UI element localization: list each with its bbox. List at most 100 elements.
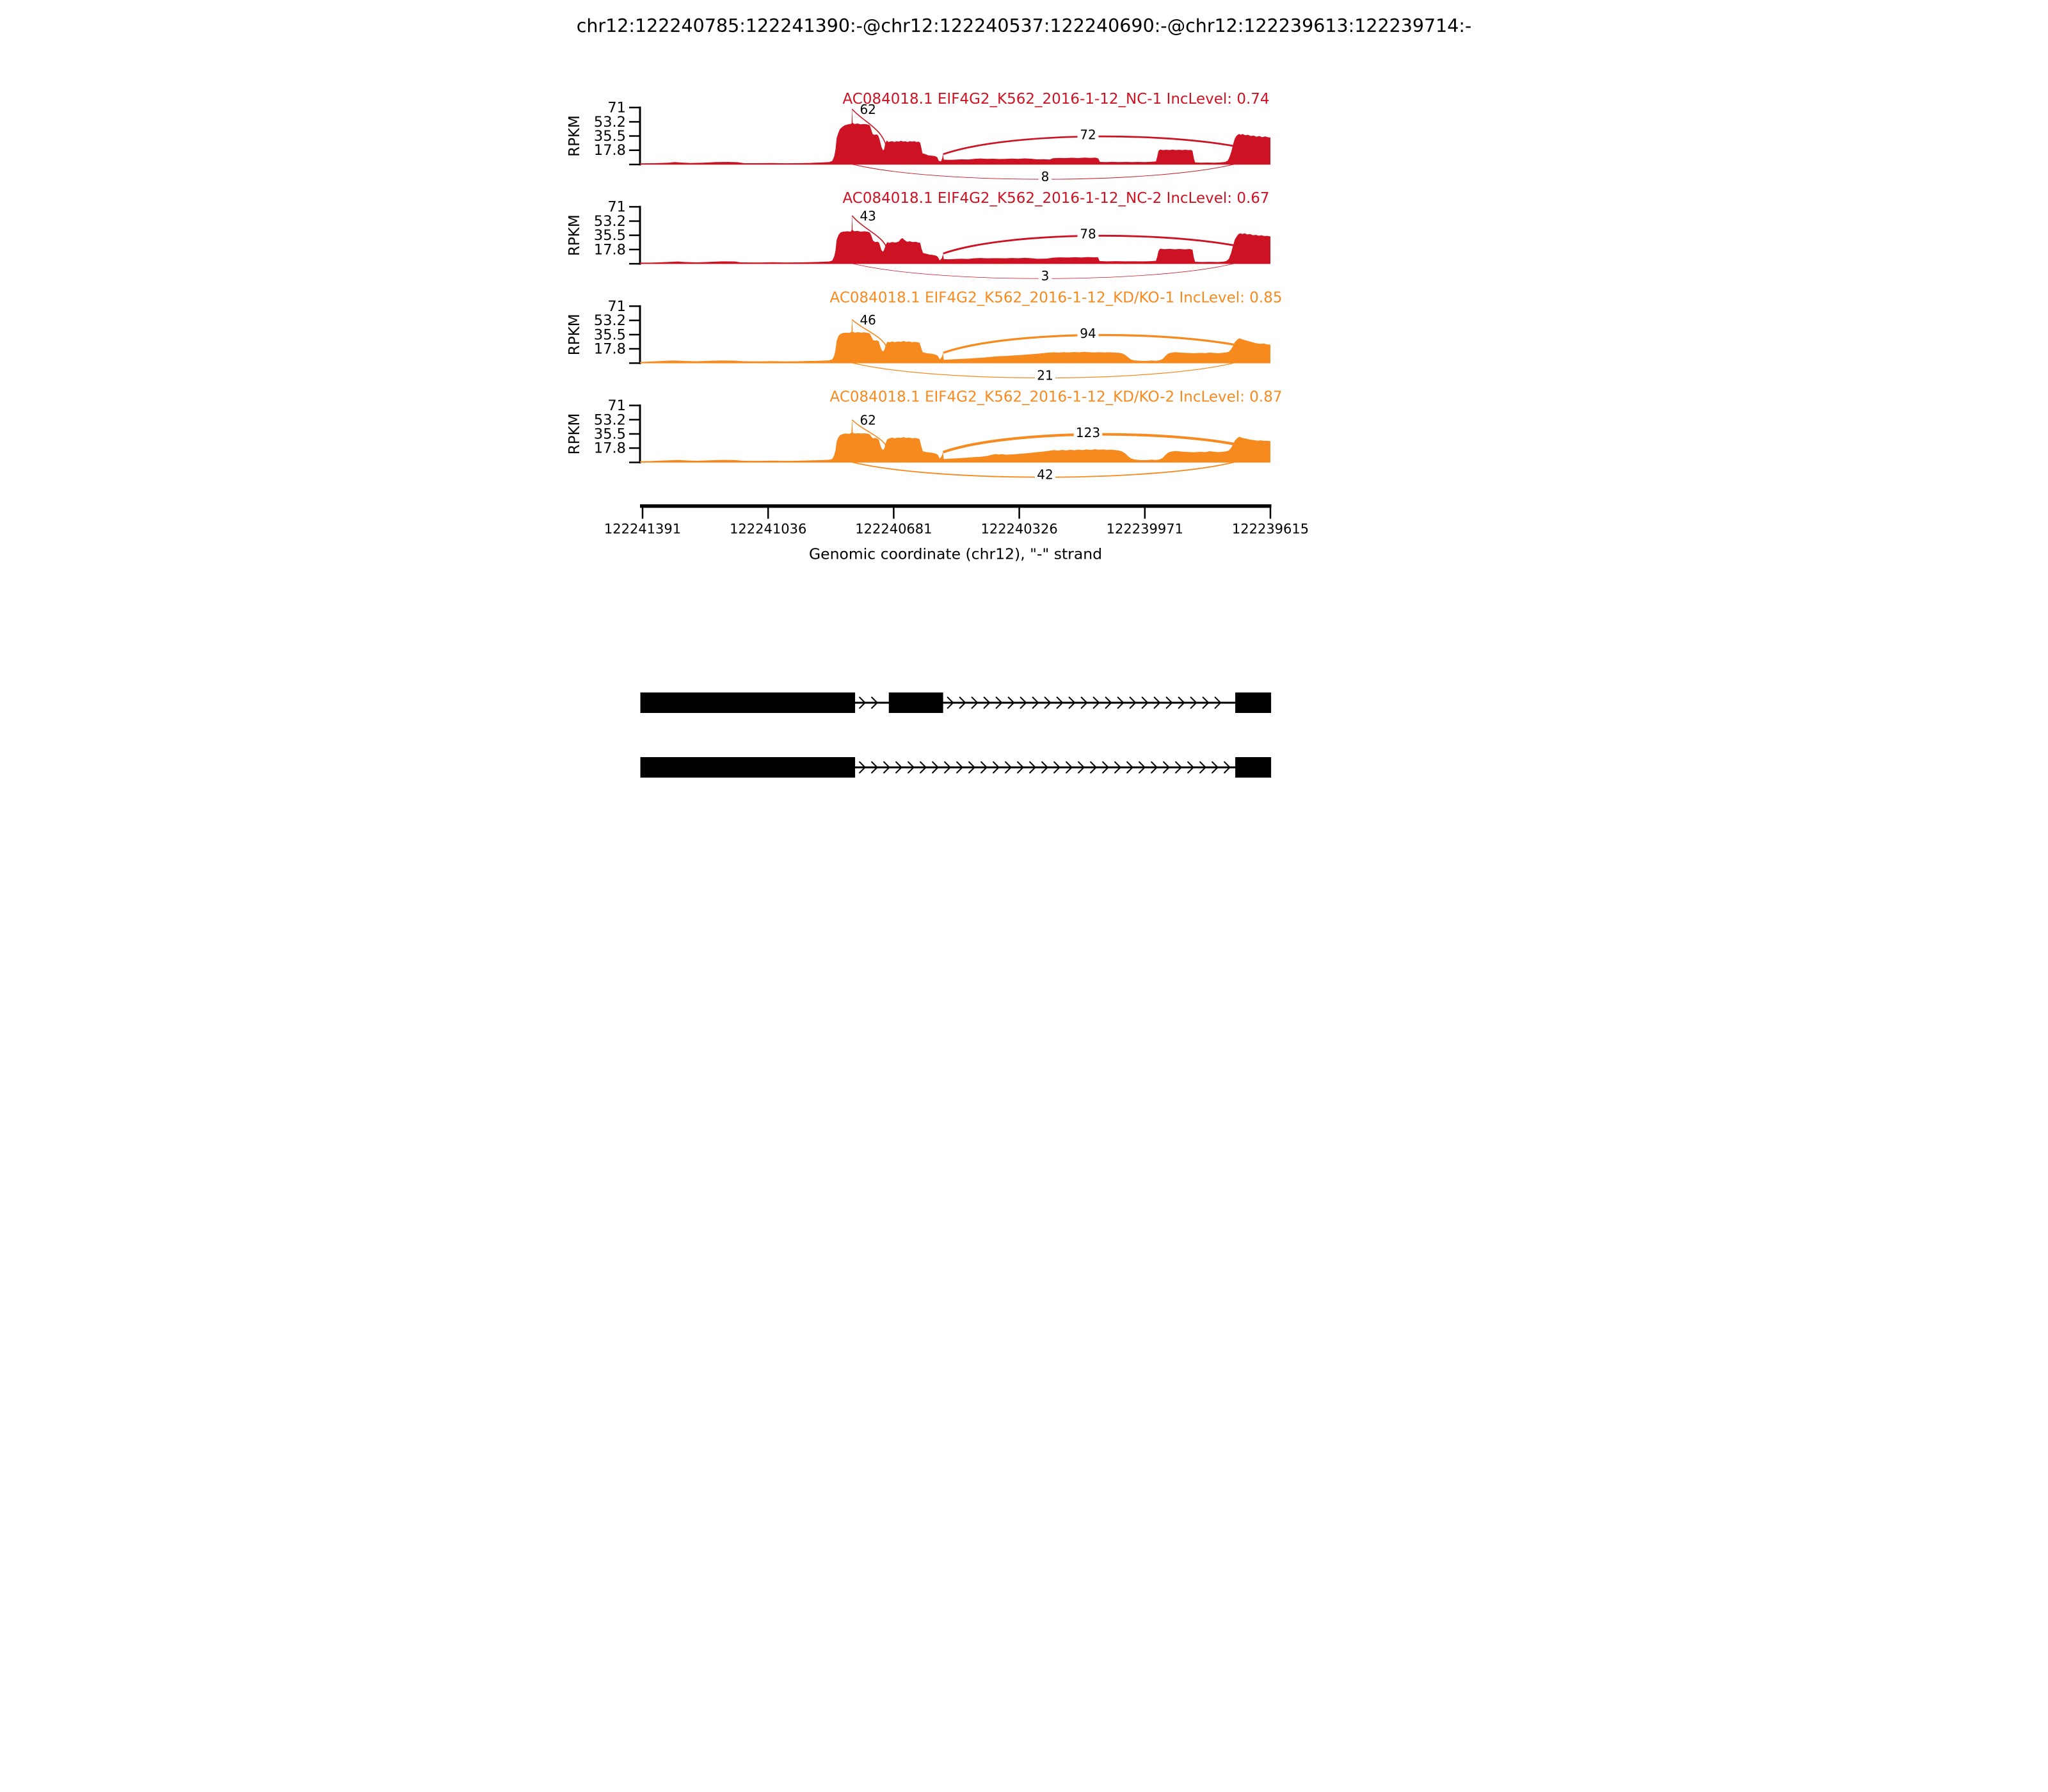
y-axis-title: RPKM xyxy=(566,214,583,256)
x-axis-title: Genomic coordinate (chr12), "-" strand xyxy=(809,545,1102,563)
coverage-area xyxy=(640,108,1270,164)
junction-count-label: 46 xyxy=(860,312,876,328)
strand-direction-chevron-icon xyxy=(983,696,991,709)
y-tick-label: 53.2 xyxy=(594,312,626,329)
strand-direction-chevron-icon xyxy=(1153,696,1161,709)
strand-direction-chevron-icon xyxy=(993,761,1000,774)
strand-direction-chevron-icon xyxy=(932,761,940,774)
track-2: AC084018.1 EIF4G2_K562_2016-1-12_NC-2 In… xyxy=(566,190,1270,284)
exon-box xyxy=(640,692,856,713)
strand-direction-chevron-icon xyxy=(1078,761,1085,774)
x-tick-label: 122240681 xyxy=(855,522,932,537)
junction-label-gap xyxy=(1035,370,1055,383)
sashimi-figure: chr12:122240785:122241390:-@chr12:122240… xyxy=(512,0,1536,896)
track-title: AC084018.1 EIF4G2_K562_2016-1-12_NC-2 In… xyxy=(842,190,1269,207)
junction-label-gap xyxy=(1038,271,1052,284)
inclusion-isoform xyxy=(640,692,1272,713)
junction-count-label: 62 xyxy=(860,413,876,428)
exon-box xyxy=(1235,692,1272,713)
junction-count-label: 94 xyxy=(1080,326,1096,341)
strand-direction-chevron-icon xyxy=(1163,761,1171,774)
strand-direction-chevron-icon xyxy=(1068,696,1076,709)
junction-label-gap xyxy=(1073,426,1103,440)
junction-label-gap xyxy=(1035,469,1055,482)
junction-label-gap xyxy=(1077,228,1099,242)
junction-arc-inclusion-upstream xyxy=(851,419,888,448)
y-tick-label: 35.5 xyxy=(594,128,626,145)
strand-direction-chevron-icon xyxy=(1005,761,1012,774)
junction-count-label: 43 xyxy=(860,208,876,223)
track-title: AC084018.1 EIF4G2_K562_2016-1-12_KD/KO-2… xyxy=(830,388,1283,405)
strand-direction-chevron-icon xyxy=(1105,696,1112,709)
x-axis: 122241391 122241036 122240681 122240326 1222… xyxy=(604,504,1309,563)
junction-count-label: 8 xyxy=(1041,169,1050,184)
y-axis-title: RPKM xyxy=(566,115,583,157)
track-title: AC084018.1 EIF4G2_K562_2016-1-12_KD/KO-1… xyxy=(830,289,1283,306)
junction-arc-inclusion-upstream xyxy=(851,319,888,349)
x-axis-bar xyxy=(640,504,1272,508)
exon-box xyxy=(640,757,856,778)
skipping-isoform xyxy=(640,757,1272,778)
strand-direction-chevron-icon xyxy=(1190,696,1197,709)
y-tick-label: 53.2 xyxy=(594,114,626,131)
junction-arc-inclusion-upstream xyxy=(851,215,888,250)
strand-direction-chevron-icon xyxy=(1090,761,1098,774)
strand-direction-chevron-icon xyxy=(1007,696,1015,709)
junction-label-gap xyxy=(1038,172,1052,184)
y-tick-label: 35.5 xyxy=(594,326,626,343)
y-tick-label: 17.8 xyxy=(594,142,626,159)
coverage-area xyxy=(640,318,1270,364)
strand-direction-chevron-icon xyxy=(1029,761,1037,774)
strand-direction-chevron-icon xyxy=(908,761,915,774)
strand-direction-chevron-icon xyxy=(1141,696,1149,709)
exon-box xyxy=(1235,757,1272,778)
strand-direction-chevron-icon xyxy=(995,696,1003,709)
y-tick-label: 71 xyxy=(607,298,626,315)
strand-direction-chevron-icon xyxy=(1066,761,1073,774)
strand-direction-chevron-icon xyxy=(1041,761,1049,774)
y-axis-title: RPKM xyxy=(566,413,583,455)
strand-direction-chevron-icon xyxy=(944,761,952,774)
strand-direction-chevron-icon xyxy=(895,761,903,774)
strand-direction-chevron-icon xyxy=(968,761,976,774)
strand-direction-chevron-icon xyxy=(971,696,979,709)
strand-direction-chevron-icon xyxy=(1199,761,1207,774)
strand-direction-chevron-icon xyxy=(1020,696,1027,709)
x-tick-label: 122241036 xyxy=(730,522,806,537)
x-tick-label: 122239971 xyxy=(1107,522,1183,537)
track-1: AC084018.1 EIF4G2_K562_2016-1-12_NC-1 In… xyxy=(566,91,1270,184)
strand-direction-chevron-icon xyxy=(871,761,879,774)
strand-direction-chevron-icon xyxy=(947,696,954,709)
strand-direction-chevron-icon xyxy=(1126,761,1134,774)
y-tick-label: 71 xyxy=(607,199,626,216)
strand-direction-chevron-icon xyxy=(1165,696,1173,709)
y-tick-label: 71 xyxy=(607,100,626,116)
strand-direction-chevron-icon xyxy=(1017,761,1025,774)
junction-count-label: 21 xyxy=(1037,367,1053,383)
coverage-area xyxy=(640,418,1270,463)
junction-label-gap xyxy=(1077,327,1099,341)
strand-direction-chevron-icon xyxy=(956,761,964,774)
strand-direction-chevron-icon xyxy=(1175,761,1183,774)
strand-direction-chevron-icon xyxy=(1212,761,1219,774)
y-tick-label: 17.8 xyxy=(594,241,626,258)
strand-direction-chevron-icon xyxy=(1202,696,1210,709)
strand-direction-chevron-icon xyxy=(859,761,867,774)
strand-direction-chevron-icon xyxy=(1178,696,1185,709)
strand-direction-chevron-icon xyxy=(1056,696,1064,709)
figure-title: chr12:122240785:122241390:-@chr12:122240… xyxy=(577,15,1472,36)
y-axis-title: RPKM xyxy=(566,314,583,355)
strand-direction-chevron-icon xyxy=(980,761,988,774)
strand-direction-chevron-icon xyxy=(871,696,879,709)
strand-direction-chevron-icon xyxy=(859,696,867,709)
junction-count-label: 123 xyxy=(1076,425,1100,440)
y-tick-label: 17.8 xyxy=(594,440,626,457)
x-tick-label: 122239615 xyxy=(1232,522,1309,537)
junction-label-gap xyxy=(1077,129,1099,142)
track-4: AC084018.1 EIF4G2_K562_2016-1-12_KD/KO-2… xyxy=(566,388,1282,482)
strand-direction-chevron-icon xyxy=(1102,761,1110,774)
junction-count-label: 72 xyxy=(1080,127,1096,143)
track-title: AC084018.1 EIF4G2_K562_2016-1-12_NC-1 In… xyxy=(842,91,1269,108)
strand-direction-chevron-icon xyxy=(1214,696,1222,709)
track-3: AC084018.1 EIF4G2_K562_2016-1-12_KD/KO-1… xyxy=(566,289,1282,383)
